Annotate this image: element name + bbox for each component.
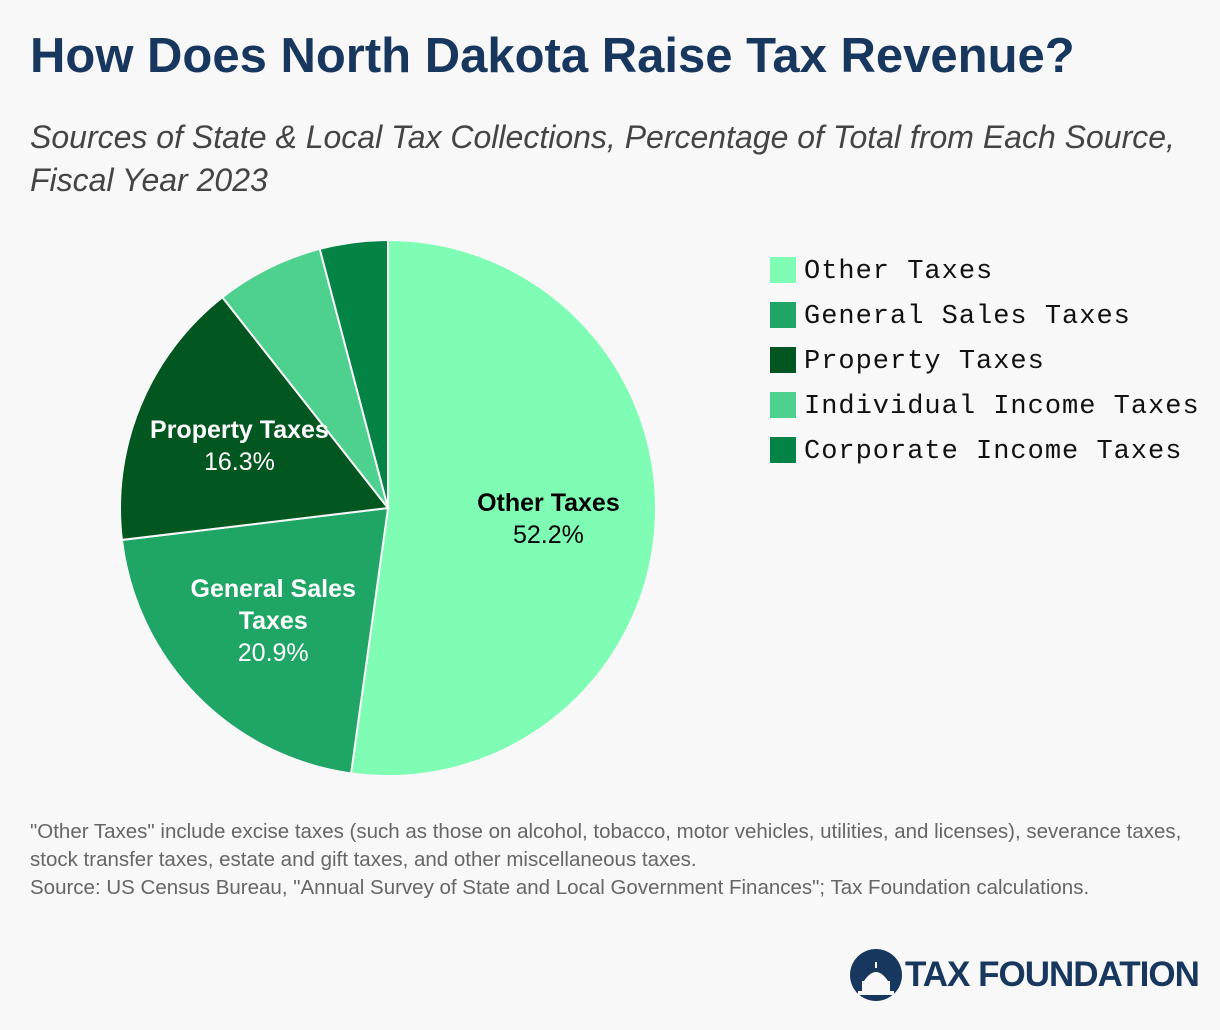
legend-swatch [770,437,796,463]
chart-title: How Does North Dakota Raise Tax Revenue? [30,29,1075,83]
slice-label: General Sales Taxes 20.9% [183,573,363,669]
footnote: "Other Taxes" include excise taxes (such… [30,818,1200,902]
slice-label: Other Taxes 52.2% [448,487,648,551]
legend-label: Other Taxes [804,257,993,287]
legend-label: Corporate Income Taxes [804,437,1182,467]
legend-label: General Sales Taxes [804,302,1131,332]
slice-label: Property Taxes 16.3% [149,414,329,478]
logo: TAX FOUNDATION [905,955,1200,994]
pie-slice [119,295,390,542]
legend-swatch [770,302,796,328]
legend-swatch [770,392,796,418]
source: Source: US Census Bureau, "Annual Survey… [30,876,1090,899]
slice-category: Property Taxes [150,416,329,445]
legend-label: Individual Income Taxes [804,392,1200,422]
slice-value: 16.3% [203,448,275,477]
pie-slice [120,506,390,775]
note: "Other Taxes" include excise taxes (such… [30,820,1182,871]
chart-subtitle: Sources of State & Local Tax Collections… [30,119,1175,198]
slice-value: 20.9% [237,638,309,667]
slice-category: Other Taxes [477,489,620,518]
legend-swatch [770,257,796,283]
slice-value: 52.2% [512,521,584,550]
pie-slice [221,247,389,509]
pie-slice [349,238,657,777]
legend-label: Property Taxes [804,347,1045,377]
pie-slice [318,238,389,509]
logo-icon [850,949,902,1001]
slice-category: General Sales Taxes [190,574,356,635]
legend-swatch [770,347,796,373]
